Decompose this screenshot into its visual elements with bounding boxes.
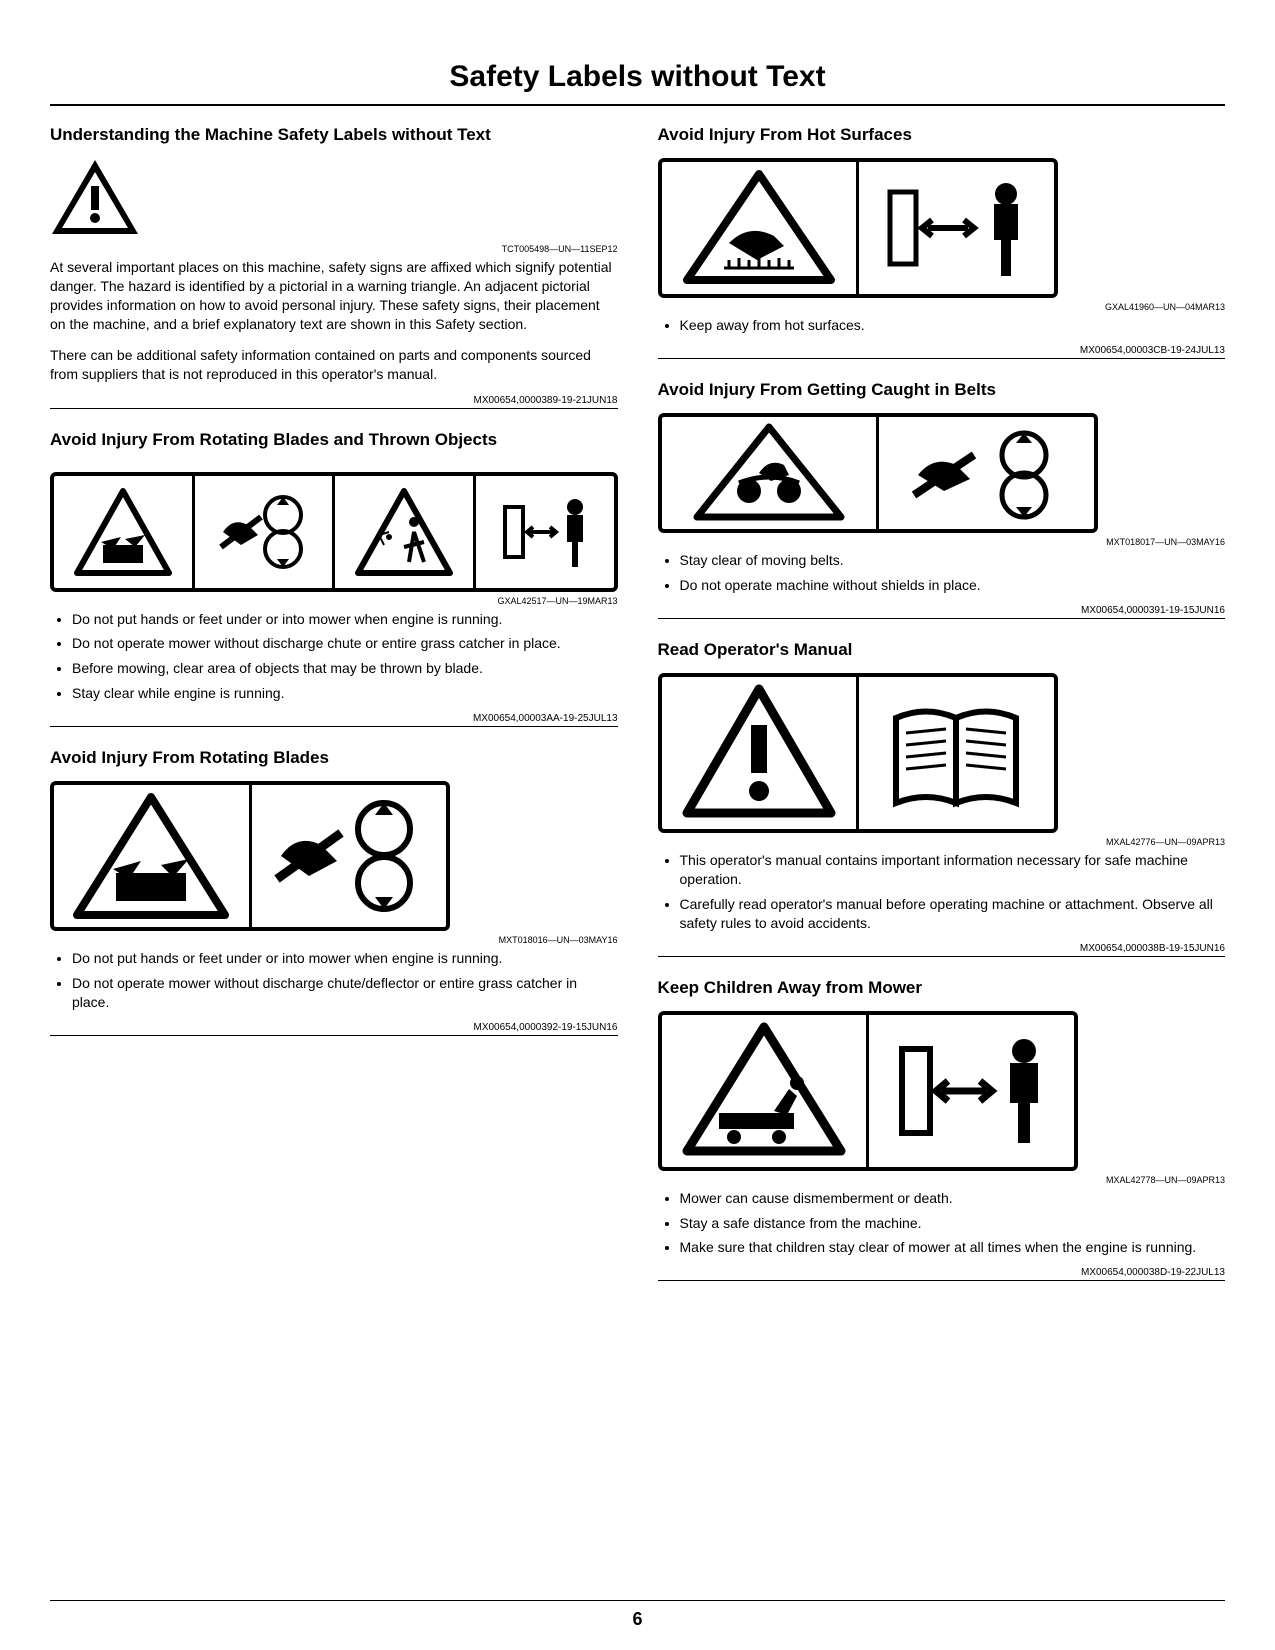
- list-item: Stay clear while engine is running.: [72, 684, 618, 703]
- child-mower-triangle-icon: [662, 1015, 867, 1167]
- safety-label-figure: [658, 1011, 1226, 1171]
- section-footer-code: MX00654,000038B-19-15JUN16: [658, 943, 1226, 957]
- page-number: 6: [50, 1600, 1225, 1630]
- list-item: Do not operate mower without discharge c…: [72, 974, 618, 1012]
- list-item: Do not operate machine without shields i…: [680, 576, 1226, 595]
- list-item: Carefully read operator's manual before …: [680, 895, 1226, 933]
- body-paragraph: At several important places on this mach…: [50, 258, 618, 334]
- section-footer-code: MX00654,000038D-19-22JUL13: [658, 1267, 1226, 1281]
- section-footer-code: MX00654,00003CB-19-24JUL13: [658, 345, 1226, 359]
- list-item: Stay a safe distance from the machine.: [680, 1214, 1226, 1233]
- list-item: Do not put hands or feet under or into m…: [72, 949, 618, 968]
- list-item: Keep away from hot surfaces.: [680, 316, 1226, 335]
- figure-caption: MXT018017—UN—03MAY16: [658, 537, 1226, 547]
- section-heading: Read Operator's Manual: [658, 639, 1226, 661]
- list-item: Do not put hands or feet under or into m…: [72, 610, 618, 629]
- figure-caption: MXT018016—UN—03MAY16: [50, 935, 618, 945]
- no-hand-rotating-icon: [249, 785, 447, 927]
- bullet-list: Stay clear of moving belts. Do not opera…: [658, 551, 1226, 595]
- left-column: Understanding the Machine Safety Labels …: [50, 124, 618, 1301]
- hazard-triangle-icon: [54, 785, 249, 927]
- list-item: Stay clear of moving belts.: [680, 551, 1226, 570]
- safety-label-figure: [50, 781, 618, 931]
- list-item: Do not operate mower without discharge c…: [72, 634, 618, 653]
- belt-hazard-triangle-icon: [662, 417, 877, 529]
- read-manual-icon: [856, 677, 1054, 829]
- figure-caption: MXAL42776—UN—09APR13: [658, 837, 1226, 847]
- body-paragraph: There can be additional safety informati…: [50, 346, 618, 384]
- two-column-layout: Understanding the Machine Safety Labels …: [50, 124, 1225, 1301]
- section-heading: Avoid Injury From Hot Surfaces: [658, 124, 1226, 146]
- bullet-list: Do not put hands or feet under or into m…: [50, 610, 618, 704]
- section-footer-code: MX00654,00003AA-19-25JUL13: [50, 713, 618, 727]
- safety-label-figure: [50, 472, 618, 592]
- figure-caption: GXAL42517—UN—19MAR13: [50, 596, 618, 606]
- section-heading: Avoid Injury From Rotating Blades and Th…: [50, 429, 618, 451]
- page-title: Safety Labels without Text: [50, 60, 1225, 106]
- bullet-list: Do not put hands or feet under or into m…: [50, 949, 618, 1012]
- hazard-triangle-icon: [54, 476, 192, 588]
- safety-label-figure: [658, 158, 1226, 298]
- safety-label-figure: [658, 673, 1226, 833]
- section-heading: Understanding the Machine Safety Labels …: [50, 124, 618, 146]
- bullet-list: Mower can cause dismemberment or death. …: [658, 1189, 1226, 1258]
- list-item: Mower can cause dismemberment or death.: [680, 1189, 1226, 1208]
- figure-caption: MXAL42778—UN—09APR13: [658, 1175, 1226, 1185]
- safety-label-figure: [658, 413, 1226, 533]
- keep-distance-icon: [866, 1015, 1074, 1167]
- warning-triangle-icon: [662, 677, 857, 829]
- section-footer-code: MX00654,0000389-19-21JUN18: [50, 395, 618, 409]
- list-item: Before mowing, clear area of objects tha…: [72, 659, 618, 678]
- bullet-list: This operator's manual contains importan…: [658, 851, 1226, 933]
- section-footer-code: MX00654,0000392-19-15JUN16: [50, 1022, 618, 1036]
- keep-distance-icon: [473, 476, 614, 588]
- section-heading: Avoid Injury From Getting Caught in Belt…: [658, 379, 1226, 401]
- keep-distance-icon: [856, 162, 1054, 294]
- warning-triangle-icon: [50, 158, 140, 238]
- thrown-object-triangle-icon: [332, 476, 473, 588]
- bullet-list: Keep away from hot surfaces.: [658, 316, 1226, 335]
- no-hand-rotating-icon: [192, 476, 333, 588]
- figure-caption: TCT005498—UN—11SEP12: [50, 244, 618, 254]
- list-item: Make sure that children stay clear of mo…: [680, 1238, 1226, 1257]
- warning-triangle-figure: [50, 158, 618, 238]
- list-item: This operator's manual contains importan…: [680, 851, 1226, 889]
- section-heading: Keep Children Away from Mower: [658, 977, 1226, 999]
- section-footer-code: MX00654,0000391-19-15JUN16: [658, 605, 1226, 619]
- hot-surface-triangle-icon: [662, 162, 857, 294]
- figure-caption: GXAL41960—UN—04MAR13: [658, 302, 1226, 312]
- no-hand-belt-icon: [876, 417, 1094, 529]
- right-column: Avoid Injury From Hot Surfaces GXAL41960…: [658, 124, 1226, 1301]
- section-heading: Avoid Injury From Rotating Blades: [50, 747, 618, 769]
